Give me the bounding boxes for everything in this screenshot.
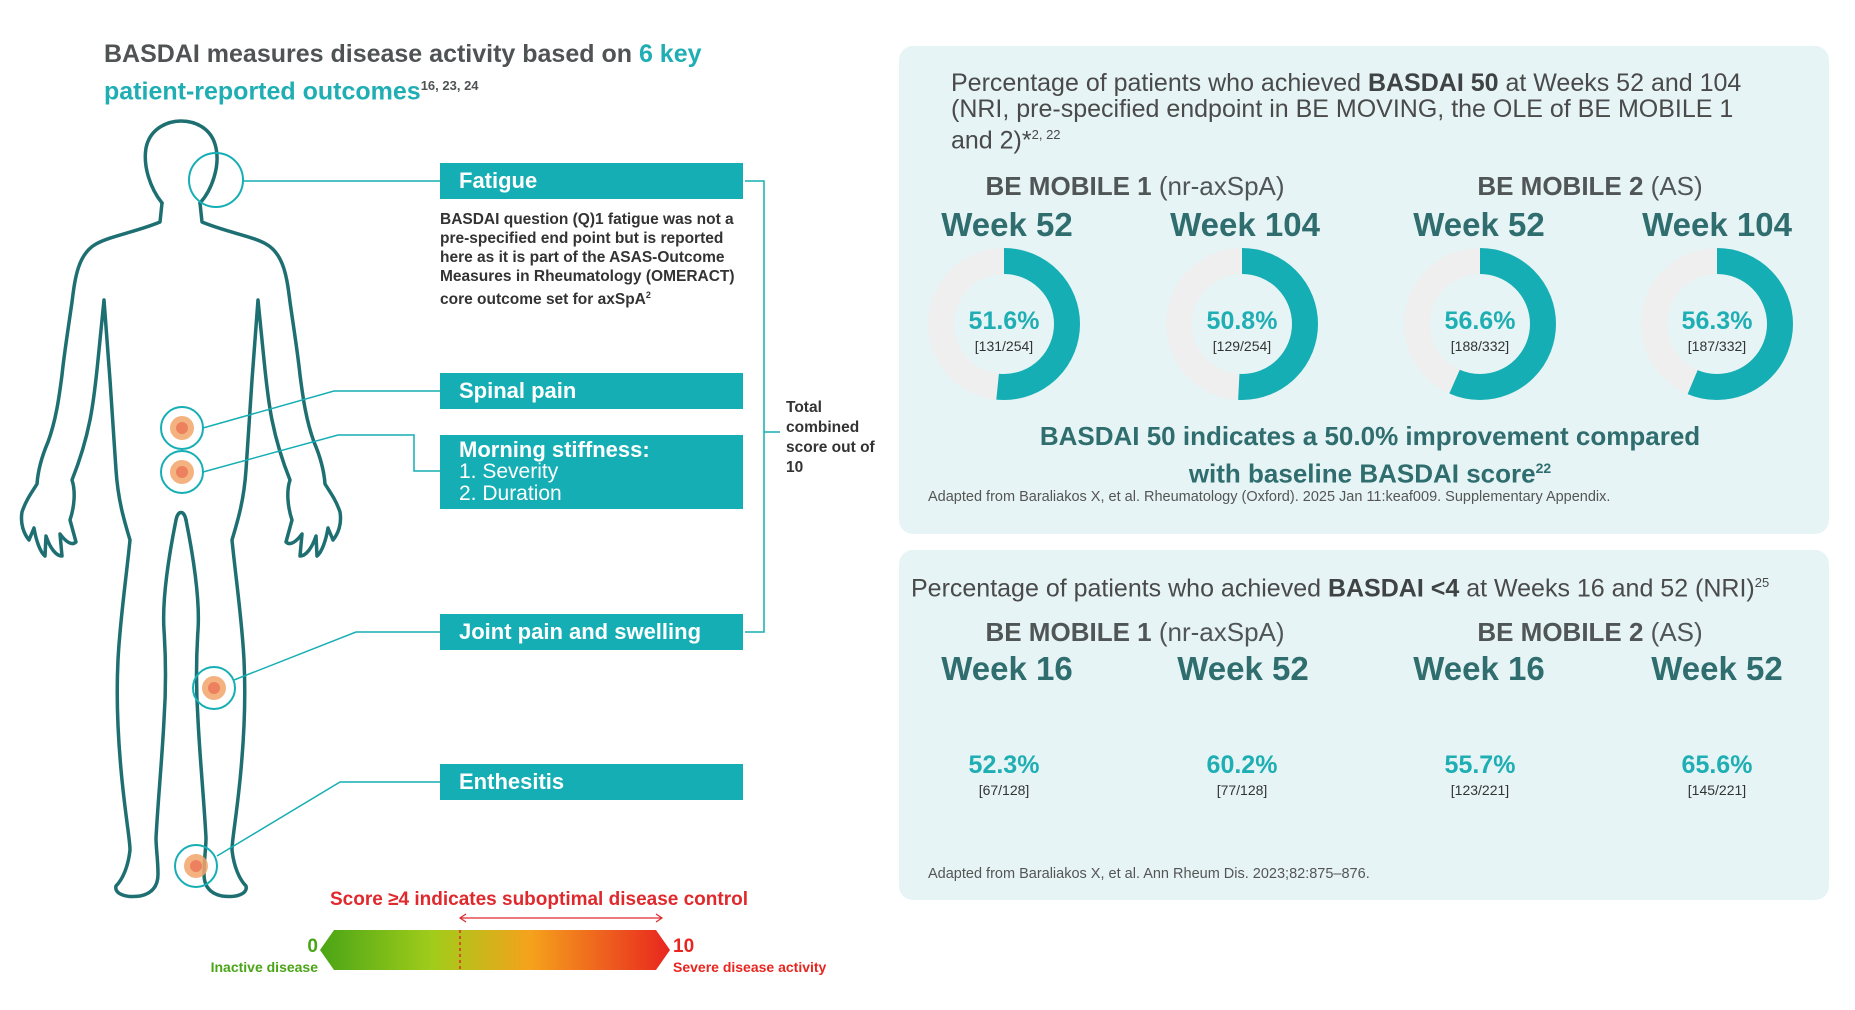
p1-donut-label: 56.3% [187/332]: [1681, 307, 1753, 354]
p2-donut-label: 55.7% [123/221]: [1444, 751, 1516, 798]
scale-max-value: 10: [673, 936, 695, 957]
p1-donut-label: 50.8% [129/254]: [1206, 307, 1278, 354]
p1-donut-label: 56.6% [188/332]: [1444, 307, 1516, 354]
p1-week-label: Week 104: [1170, 206, 1320, 243]
p2-week-label: Week 52: [1651, 650, 1783, 687]
enthesitis-label: Enthesitis: [440, 764, 743, 800]
p2-donut-label: 60.2% [77/128]: [1206, 751, 1278, 798]
p2-week-label: Week 16: [1413, 650, 1545, 687]
basdai4-reference: Adapted from Baraliakos X, et al. Ann Rh…: [928, 866, 1370, 882]
total-score-note: Total combined score out of 10: [786, 399, 875, 476]
p2-donut-label: 52.3% [67/128]: [968, 751, 1040, 798]
morning-stiffness-label: Morning stiffness: 1. Severity 2. Durati…: [440, 435, 743, 509]
severity-item: 1. Severity: [459, 460, 559, 483]
pain-spots: [170, 416, 226, 878]
fatigue-label: Fatigue: [440, 163, 743, 199]
gradient-bar: [320, 930, 670, 970]
basdai4-panel-title: Percentage of patients who achieved BASD…: [911, 574, 1770, 603]
p1-week-label: Week 52: [941, 206, 1073, 243]
basdai50-reference: Adapted from Baraliakos X, et al. Rheuma…: [928, 489, 1611, 505]
head-marker: [188, 152, 244, 208]
score-scale: [320, 913, 670, 970]
p2-group-be-mobile-1: BE MOBILE 1 (nr-axSpA): [985, 617, 1285, 647]
connector-lines: [202, 180, 780, 857]
p1-donut-label: 51.6% [131/254]: [968, 307, 1040, 354]
p1-group-be-mobile-2: BE MOBILE 2 (AS): [1477, 171, 1703, 201]
score-threshold-title: Score ≥4 indicates suboptimal disease co…: [330, 889, 748, 910]
basdai4-panel: [899, 550, 1829, 900]
p2-group-be-mobile-2: BE MOBILE 2 (AS): [1477, 617, 1703, 647]
main-title: BASDAI measures disease activity based o…: [104, 40, 702, 106]
body-diagram: [19, 119, 780, 899]
fatigue-note: BASDAI question (Q)1 fatigue was not a p…: [440, 211, 735, 309]
scale-min-label: Inactive disease: [210, 959, 318, 975]
p1-week-label: Week 52: [1413, 206, 1545, 243]
scale-min-value: 0: [307, 936, 318, 957]
joint-pain-label: Joint pain and swelling: [440, 614, 743, 650]
basdai50-definition: BASDAI 50 indicates a 50.0% improvement …: [1039, 421, 1701, 489]
scale-max-label: Severe disease activity: [673, 959, 827, 975]
p1-week-label: Week 104: [1642, 206, 1792, 243]
ankle-marker: [174, 844, 218, 888]
human-body-outline: [19, 119, 343, 899]
knee-marker: [192, 666, 236, 710]
p2-donut-label: 65.6% [145/221]: [1681, 751, 1753, 798]
range-arrow: [458, 913, 664, 923]
duration-item: 2. Duration: [459, 482, 562, 505]
p2-week-label: Week 16: [941, 650, 1073, 687]
spinal-pain-label: Spinal pain: [440, 373, 743, 409]
basdai50-panel-title: Percentage of patients who achieved BASD…: [951, 69, 1742, 155]
p1-group-be-mobile-1: BE MOBILE 1 (nr-axSpA): [985, 171, 1285, 201]
p2-week-label: Week 52: [1177, 650, 1309, 687]
